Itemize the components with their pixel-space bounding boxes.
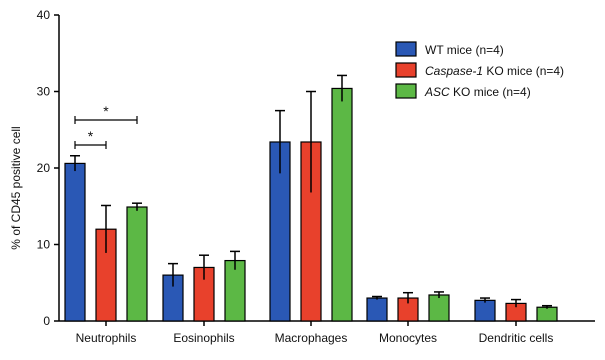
x-tick-label: Eosinophils (173, 331, 234, 345)
bar (64, 162, 86, 322)
bar (366, 297, 388, 322)
significance-markers: ** (74, 103, 138, 149)
bar (331, 87, 353, 322)
bar (126, 206, 148, 322)
bar (536, 306, 558, 322)
legend-label: ASC KO mice (n=4) (424, 85, 531, 99)
legend-label: Caspase-1 KO mice (n=4) (425, 64, 564, 78)
significance-label: * (88, 128, 94, 144)
bar (428, 294, 450, 322)
y-axis: 0 10 20 30 40 (37, 8, 60, 328)
error-bars (70, 74, 552, 309)
legend: WT mice (n=4) Caspase-1 KO mice (n=4) ASC … (395, 41, 564, 99)
legend-swatch (395, 83, 417, 99)
x-tick-label: Macrophages (275, 331, 348, 345)
y-tick-label: 40 (37, 8, 51, 22)
legend-swatch (395, 62, 417, 78)
y-tick-label: 30 (37, 85, 51, 99)
legend-label: WT mice (n=4) (425, 43, 504, 57)
bars (64, 87, 558, 322)
y-tick-label: 10 (37, 238, 51, 252)
y-tick-label: 20 (37, 161, 51, 175)
y-tick-label: 0 (43, 314, 50, 328)
x-tick-label: Dendritic cells (479, 331, 554, 345)
significance-label: * (103, 103, 109, 119)
legend-swatch (395, 41, 417, 57)
y-axis-title: % of CD45 positive cell (9, 126, 23, 249)
x-tick-label: Neutrophils (76, 331, 137, 345)
x-tick-label: Monocytes (379, 331, 437, 345)
bar (474, 299, 496, 322)
x-axis: Neutrophils Eosinophils Macrophages Monocyt… (59, 320, 595, 345)
